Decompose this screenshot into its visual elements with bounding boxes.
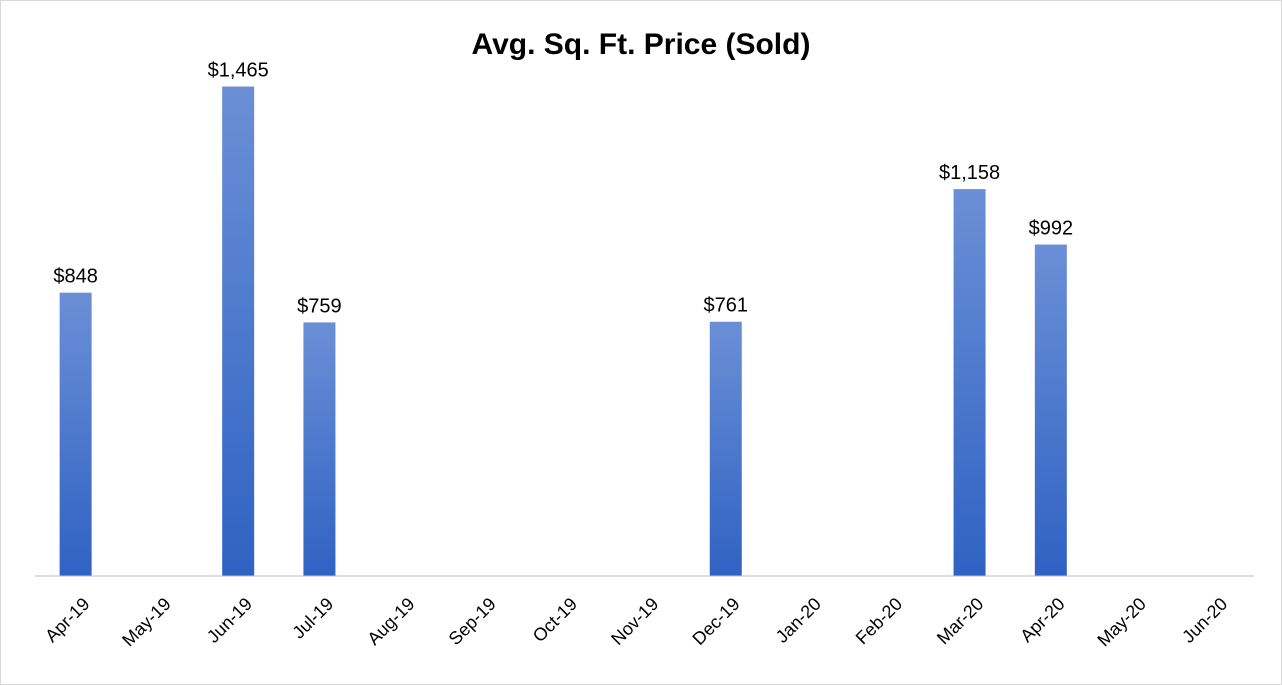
bar-jun-19 xyxy=(222,86,255,577)
data-label-jun-19: $1,465 xyxy=(208,60,269,82)
x-tick-label-apr-20: Apr-20 xyxy=(1016,594,1068,646)
data-label-apr-20: $992 xyxy=(1029,218,1074,240)
x-tick-label-may-19: May-19 xyxy=(118,594,175,651)
bar-dec-19 xyxy=(709,321,742,576)
data-label-apr-19: $848 xyxy=(53,266,98,288)
data-label-dec-19: $761 xyxy=(704,295,749,317)
x-tick-label-jun-20: Jun-20 xyxy=(1178,594,1231,647)
x-tick-label-may-20: May-20 xyxy=(1093,594,1150,651)
data-label-mar-20: $1,158 xyxy=(939,162,1000,184)
chart-title: Avg. Sq. Ft. Price (Sold) xyxy=(471,28,811,61)
x-tick-label-sep-19: Sep-19 xyxy=(445,594,500,649)
bar-mar-20 xyxy=(953,189,986,576)
bar-apr-19 xyxy=(59,292,92,576)
bar-apr-20 xyxy=(1034,244,1067,576)
x-tick-label-mar-20: Mar-20 xyxy=(933,594,987,648)
bar-jul-19 xyxy=(303,322,336,576)
x-tick-label-jul-19: Jul-19 xyxy=(288,594,337,643)
x-tick-label-nov-19: Nov-19 xyxy=(607,594,662,649)
x-tick-label-dec-19: Dec-19 xyxy=(688,594,743,649)
x-tick-label-jun-19: Jun-19 xyxy=(203,594,256,647)
data-label-jul-19: $759 xyxy=(297,295,342,317)
x-tick-label-feb-20: Feb-20 xyxy=(852,594,906,648)
x-tick-label-apr-19: Apr-19 xyxy=(41,594,93,646)
x-tick-label-aug-19: Aug-19 xyxy=(363,594,418,649)
x-tick-label-jan-20: Jan-20 xyxy=(772,594,825,647)
x-tick-label-oct-19: Oct-19 xyxy=(529,594,581,646)
